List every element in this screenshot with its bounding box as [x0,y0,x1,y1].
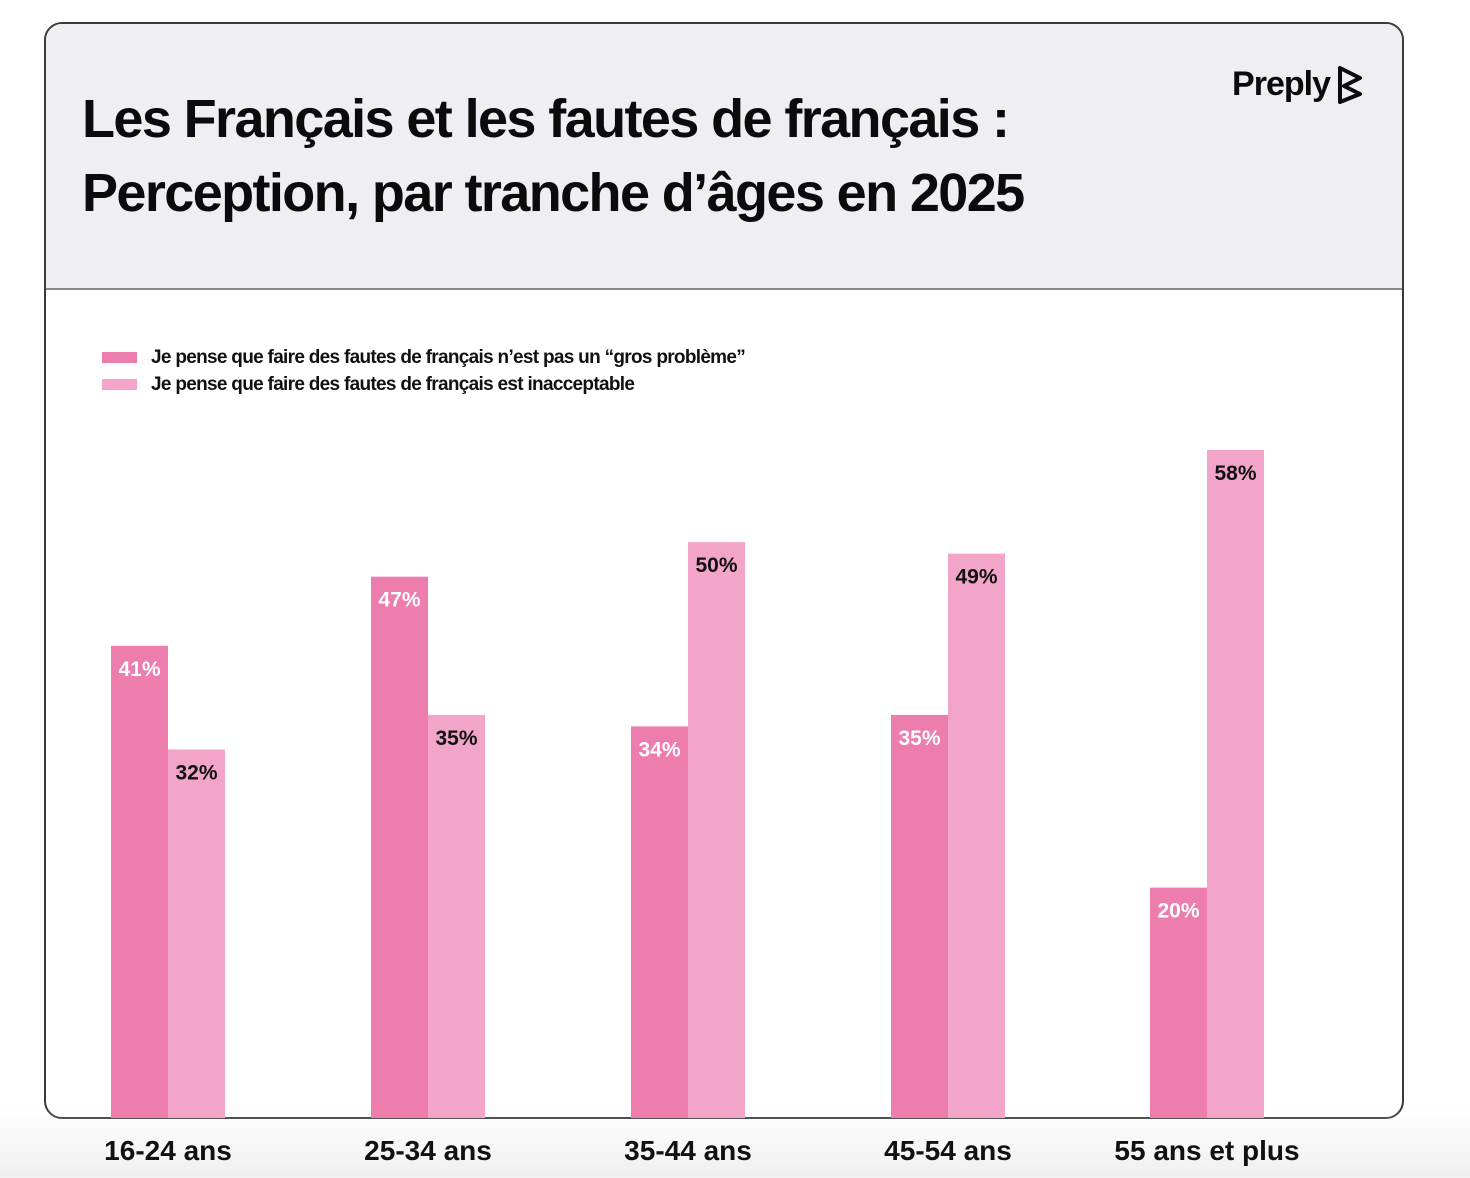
brand-name: Preply [1232,64,1331,103]
legend-label-series-2: Je pense que faire des fautes de françai… [151,373,635,395]
legend-swatch-series-2 [102,379,137,390]
preply-logo-icon [1338,66,1362,104]
title-line-2: Perception, par tranche d’âges en 2025 [82,163,1025,223]
brand-logo: Preply [1232,64,1368,104]
chart-card: Les Français et les fautes de français :… [44,22,1404,1119]
bottom-fade [0,1108,1470,1178]
page-title: Les Français et les fautes de français :… [82,82,1182,230]
legend-label-series-1: Je pense que faire des fautes de françai… [151,346,746,368]
legend-item-series-1: Je pense que faire des fautes de françai… [102,344,746,371]
legend-swatch-series-1 [102,352,137,363]
title-line-1: Les Français et les fautes de français : [82,89,1010,149]
chart-header: Les Français et les fautes de français :… [46,24,1402,290]
legend-item-series-2: Je pense que faire des fautes de françai… [102,371,745,398]
chart-legend: Je pense que faire des fautes de françai… [102,344,746,398]
